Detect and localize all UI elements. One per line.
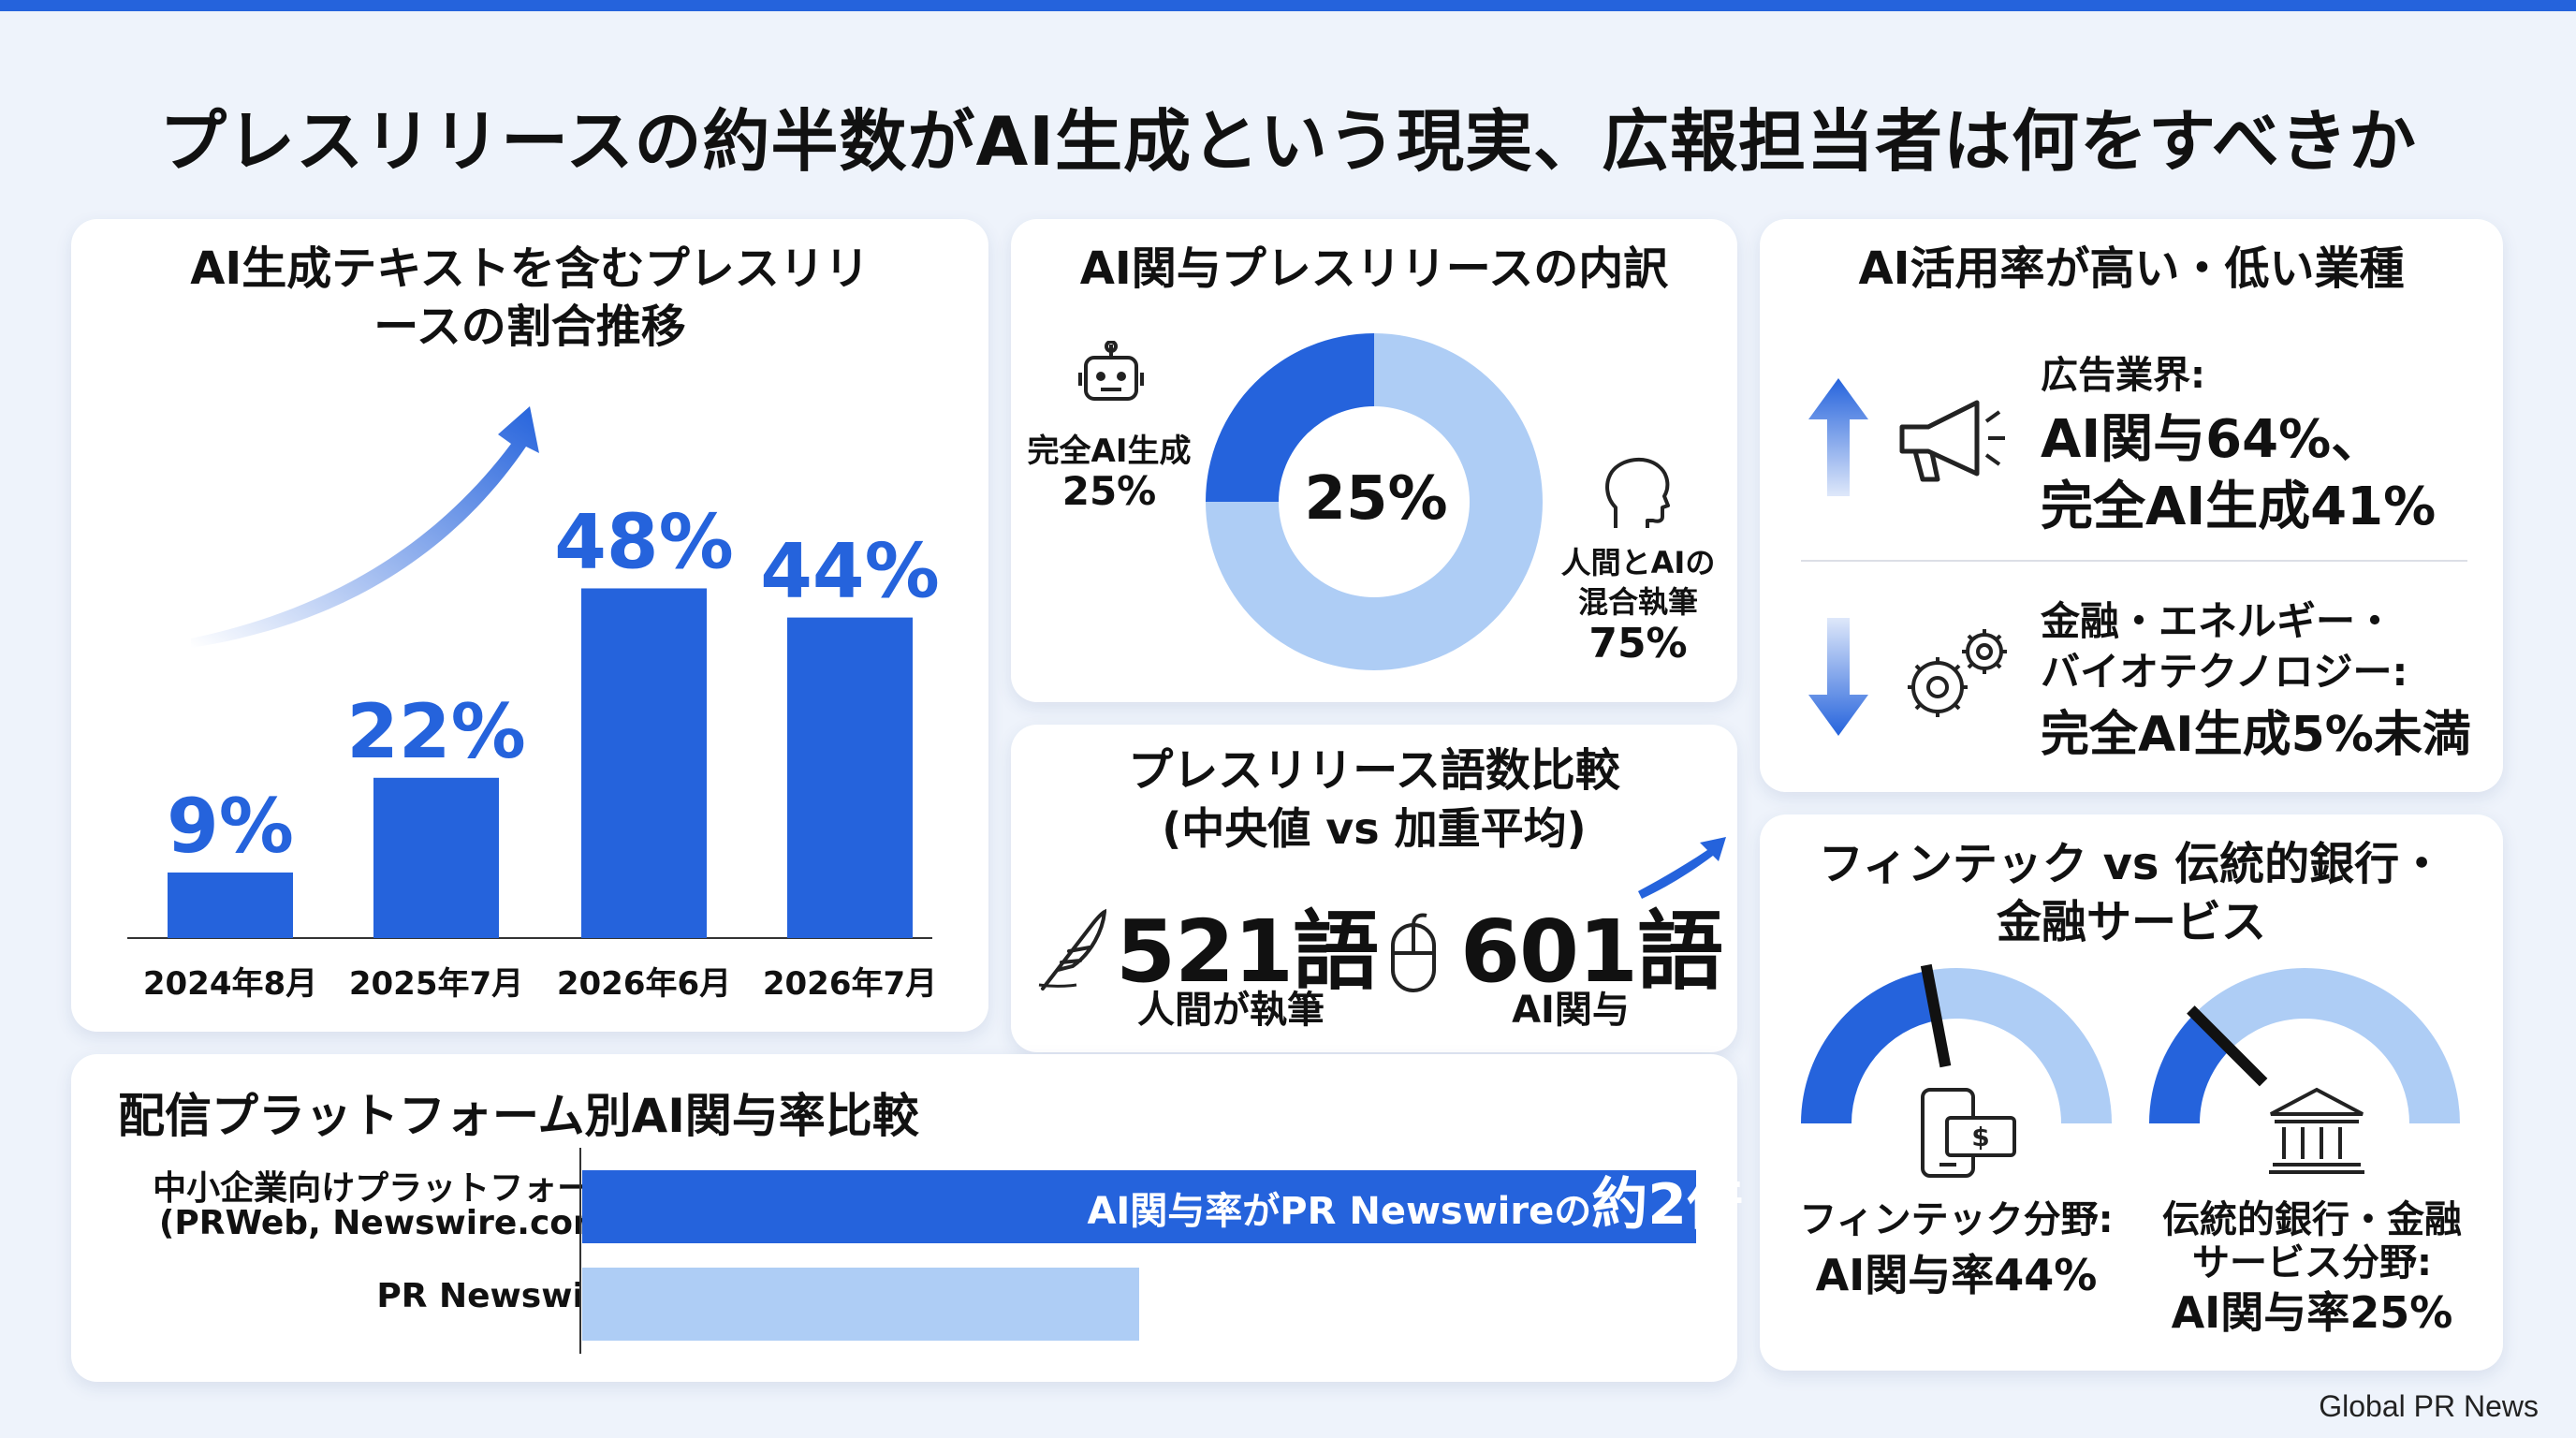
- gears-icon: [1908, 629, 2007, 717]
- trend-chart-card: AI生成テキストを含むプレスリリースの割合推移 9% 2024年8月 22% 2025…: [71, 219, 988, 1032]
- ai-wordcount-label: AI関与: [1512, 989, 1630, 1032]
- top-accent-bar: [0, 0, 2576, 11]
- fintech-label-line2: AI関与率44%: [1815, 1250, 2098, 1300]
- bar-value-label-0: 9%: [167, 783, 294, 870]
- mixed-label-line1: 人間とAIの: [1560, 545, 1716, 580]
- platform-bar-1: [582, 1268, 1139, 1341]
- high-industry-line2: AI関与64%、: [2041, 409, 2384, 470]
- bar-value-label-2: 48%: [554, 498, 733, 585]
- human-wordcount-value: 521語: [1116, 902, 1379, 1002]
- wordcount-title-line1: プレスリリース語数比較: [1128, 744, 1620, 797]
- high-industry-line1: 広告業界:: [2041, 354, 2205, 397]
- industry-title: AI活用率が高い・低い業種: [1858, 242, 2405, 295]
- page-title: プレスリリースの約半数がAI生成という現実、広報担当者は何をすべきか: [159, 102, 2417, 181]
- gauge-0-value-arc: [1801, 970, 1938, 1123]
- platform-title: 配信プラットフォーム別AI関与率比較: [118, 1089, 919, 1143]
- platform-card: 配信プラットフォーム別AI関与率比較 中小企業向けプラットフォーム (PRWeb…: [71, 1054, 1743, 1382]
- trend-chart-title: AI生成テキストを含むプレスリリースの割合推移: [190, 242, 870, 353]
- bank-label-line2: サービス分野:: [2192, 1241, 2432, 1284]
- breakdown-card: AI関与プレスリリースの内訳 25% 完全AI生成 25% 人間とAIの 混合執…: [1011, 219, 1737, 702]
- bar-category-label-2: 2026年6月: [557, 965, 731, 1003]
- bar-3: [787, 617, 913, 938]
- donut-slice-1: [1206, 333, 1543, 670]
- wordcount-card: プレスリリース語数比較 (中央値 vs 加重平均) 521語 人間が執筆 601…: [1011, 725, 1737, 1052]
- fintech-card: フィンテック vs 伝統的銀行・ 金融サービス $ フィンテック分野: AI関与…: [1760, 814, 2503, 1371]
- fintech-title-line1: フィンテック vs 伝統的銀行・: [1818, 838, 2445, 890]
- platform-bar-chart: [579, 1148, 1696, 1354]
- bar-category-label-0: 2024年8月: [143, 965, 317, 1003]
- platform-annotation-emphasis: 約2倍: [1591, 1172, 1743, 1238]
- rising-arrow-icon: [191, 406, 539, 648]
- ai-only-value: 25%: [1061, 468, 1157, 514]
- robot-icon: [1078, 341, 1144, 401]
- smartphone-payment-icon: $: [1921, 1088, 2016, 1178]
- bank-label-line1: 伝統的銀行・金融: [2162, 1198, 2462, 1241]
- high-industry-line3: 完全AI生成41%: [2041, 477, 2437, 537]
- gauge-1-needle: [2187, 1005, 2268, 1087]
- human-wordcount-label: 人間が執筆: [1137, 989, 1325, 1032]
- industry-card: AI活用率が高い・低い業種 広告業界: AI関与64%、 完全AI生成41% 金…: [1760, 219, 2503, 792]
- platform-annotation-prefix: AI関与率がPR Newswireの: [1087, 1190, 1592, 1233]
- gauge-1-value-arc: [2149, 1013, 2231, 1123]
- platform-label-smb-line2: (PRWeb, Newswire.com): [158, 1204, 623, 1242]
- human-head-icon: [1605, 457, 1670, 528]
- platform-bar-0: [582, 1170, 1696, 1243]
- bar-category-label-3: 2026年7月: [763, 965, 937, 1003]
- bar-category-label-1: 2025年7月: [349, 965, 523, 1003]
- mixed-value: 75%: [1588, 620, 1688, 668]
- low-industry-line1: 金融・エネルギー・: [2041, 598, 2395, 644]
- gauge-0-needle: [1920, 963, 1952, 1068]
- fintech-title-line2: 金融サービス: [1996, 896, 2266, 948]
- mixed-label-line2: 混合執筆: [1577, 584, 1698, 620]
- bar-value-label-1: 22%: [346, 688, 525, 775]
- up-trend-arrow-icon: [1638, 837, 1726, 899]
- arrow-up-icon: [1808, 378, 1868, 496]
- computer-mouse-icon: [1391, 913, 1436, 992]
- megaphone-icon: [1899, 400, 2005, 482]
- fintech-gauges: [1801, 963, 2460, 1123]
- industry-divider: [1801, 560, 2467, 562]
- low-industry-line3: 完全AI生成5%未満: [2041, 707, 2471, 763]
- platform-annotation: AI関与率がPR Newswireの約2倍: [582, 1159, 1743, 1240]
- fintech-label-line1: フィンテック分野:: [1799, 1198, 2114, 1241]
- svg-text:$: $: [1971, 1122, 1989, 1152]
- breakdown-title: AI関与プレスリリースの内訳: [1079, 242, 1669, 295]
- trend-bar-chart: 9% 2024年8月 22% 2025年7月 48% 2026年6月 44% 2026年7月: [127, 406, 940, 1003]
- low-industry-line2: バイオテクノロジー:: [2041, 649, 2408, 695]
- arrow-down-icon: [1808, 618, 1868, 736]
- bar-value-label-3: 44%: [760, 528, 939, 615]
- ai-wordcount-value: 601語: [1460, 902, 1723, 1002]
- bar-0: [168, 872, 293, 938]
- donut-slice-0: [1206, 333, 1374, 502]
- gauge-0-track-arc: [1926, 968, 2112, 1123]
- gauge-1-track-arc: [2194, 968, 2460, 1123]
- bank-label-line3: AI関与率25%: [2171, 1287, 2453, 1338]
- wordcount-title-line2: (中央値 vs 加重平均): [1162, 803, 1587, 854]
- feather-pen-icon: [1038, 908, 1106, 990]
- bar-1: [373, 777, 499, 938]
- breakdown-donut-chart: [1206, 333, 1543, 670]
- source-credit: Global PR News: [2319, 1389, 2539, 1423]
- bank-building-icon: [2269, 1087, 2364, 1174]
- platform-label-smb-line1: 中小企業向けプラットフォーム: [153, 1169, 623, 1208]
- bar-2: [581, 588, 707, 938]
- ai-only-label: 完全AI生成: [1027, 433, 1192, 470]
- donut-center-label: 25%: [1304, 464, 1448, 534]
